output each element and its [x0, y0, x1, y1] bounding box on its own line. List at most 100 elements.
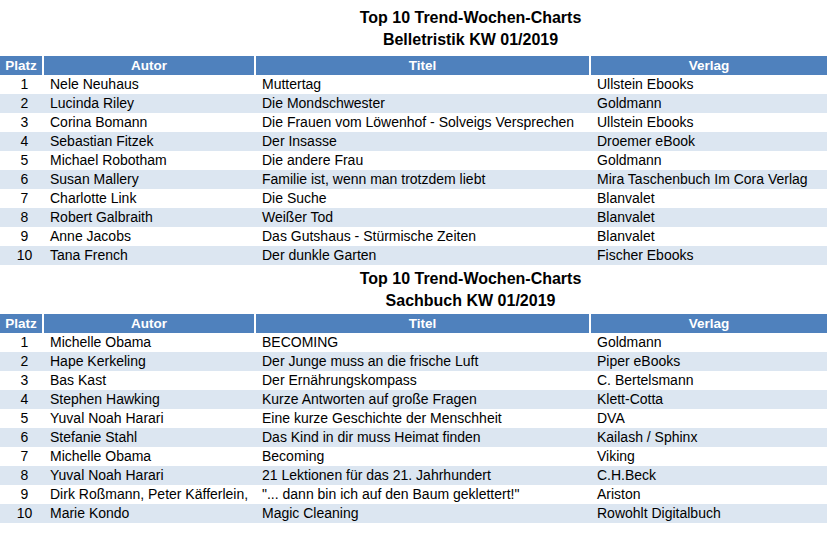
column-header-verlag: Verlag	[590, 314, 827, 333]
autor-cell: Dirk Roßmann, Peter Käfferlein,	[43, 485, 255, 504]
platz-cell: 8	[0, 466, 43, 485]
verlag-cell: Blanvalet	[590, 227, 827, 246]
platz-cell: 1	[0, 333, 43, 352]
titel-cell: Der Insasse	[255, 132, 590, 151]
verlag-cell: Kailash / Sphinx	[590, 428, 827, 447]
table-header-row: Platz Autor Titel Verlag	[0, 314, 827, 333]
titel-cell: Weißer Tod	[255, 208, 590, 227]
titel-cell: Das Kind in dir muss Heimat finden	[255, 428, 590, 447]
table-row: 3Bas KastDer ErnährungskompassC. Bertels…	[0, 371, 827, 390]
platz-cell: 8	[0, 208, 43, 227]
platz-cell: 9	[0, 227, 43, 246]
autor-cell: Susan Mallery	[43, 170, 255, 189]
verlag-cell: Ullstein Ebooks	[590, 113, 827, 132]
titel-cell: Magic Cleaning	[255, 504, 590, 523]
platz-cell: 2	[0, 94, 43, 113]
verlag-cell: Blanvalet	[590, 208, 827, 227]
titel-cell: 21 Lektionen für das 21. Jahrhundert	[255, 466, 590, 485]
column-header-verlag: Verlag	[590, 56, 827, 75]
table-row: 7Michelle ObamaBecomingViking	[0, 447, 827, 466]
sachbuch-table-body: 1Michelle ObamaBECOMINGGoldmann2Hape Ker…	[0, 333, 827, 523]
titel-cell: Kurze Antworten auf große Fragen	[255, 390, 590, 409]
autor-cell: Yuval Noah Harari	[43, 466, 255, 485]
titel-cell: Die Mondschwester	[255, 94, 590, 113]
platz-cell: 7	[0, 447, 43, 466]
autor-cell: Marie Kondo	[43, 504, 255, 523]
titel-cell: Die Frauen vom Löwenhof - Solveigs Versp…	[255, 113, 590, 132]
table-row: 4Sebastian FitzekDer InsasseDroemer eBoo…	[0, 132, 827, 151]
autor-cell: Charlotte Link	[43, 189, 255, 208]
belletristik-table: Platz Autor Titel Verlag 1Nele NeuhausMu…	[0, 56, 827, 265]
verlag-cell: Goldmann	[590, 94, 827, 113]
sachbuch-title-block: Top 10 Trend-Wochen-Charts Sachbuch KW 0…	[0, 265, 827, 314]
autor-cell: Tana French	[43, 246, 255, 265]
autor-cell: Hape Kerkeling	[43, 352, 255, 371]
titel-cell: Becoming	[255, 447, 590, 466]
table-row: 6Susan MalleryFamilie ist, wenn man trot…	[0, 170, 827, 189]
autor-cell: Nele Neuhaus	[43, 75, 255, 94]
titel-cell: "... dann bin ich auf den Baum gekletter…	[255, 485, 590, 504]
titel-cell: Die andere Frau	[255, 151, 590, 170]
verlag-cell: Mira Taschenbuch Im Cora Verlag	[590, 170, 827, 189]
verlag-cell: DVA	[590, 409, 827, 428]
platz-cell: 7	[0, 189, 43, 208]
belletristik-title-block: Top 10 Trend-Wochen-Charts Belletristik …	[0, 0, 827, 56]
autor-cell: Robert Galbraith	[43, 208, 255, 227]
verlag-cell: Ullstein Ebooks	[590, 75, 827, 94]
autor-cell: Lucinda Riley	[43, 94, 255, 113]
table-row: 4Stephen HawkingKurze Antworten auf groß…	[0, 390, 827, 409]
platz-cell: 10	[0, 246, 43, 265]
titel-cell: Muttertag	[255, 75, 590, 94]
table-row: 7Charlotte LinkDie SucheBlanvalet	[0, 189, 827, 208]
platz-cell: 5	[0, 151, 43, 170]
table-row: 2Hape KerkelingDer Junge muss an die fri…	[0, 352, 827, 371]
table-header-row: Platz Autor Titel Verlag	[0, 56, 827, 75]
platz-cell: 3	[0, 371, 43, 390]
titel-cell: Der Ernährungskompass	[255, 371, 590, 390]
verlag-cell: C. Bertelsmann	[590, 371, 827, 390]
table-row: 5Michael RobothamDie andere FrauGoldmann	[0, 151, 827, 170]
platz-cell: 2	[0, 352, 43, 371]
verlag-cell: Goldmann	[590, 151, 827, 170]
sachbuch-table: Platz Autor Titel Verlag 1Michelle Obama…	[0, 314, 827, 523]
report-subtitle-belletristik: Belletristik KW 01/2019	[114, 29, 827, 51]
report-title: Top 10 Trend-Wochen-Charts	[114, 7, 827, 29]
autor-cell: Michelle Obama	[43, 333, 255, 352]
verlag-cell: C.H.Beck	[590, 466, 827, 485]
autor-cell: Anne Jacobs	[43, 227, 255, 246]
platz-cell: 6	[0, 428, 43, 447]
column-header-platz: Platz	[0, 56, 43, 75]
belletristik-table-body: 1Nele NeuhausMuttertagUllstein Ebooks2Lu…	[0, 75, 827, 265]
column-header-titel: Titel	[255, 56, 590, 75]
titel-cell: Familie ist, wenn man trotzdem liebt	[255, 170, 590, 189]
platz-cell: 3	[0, 113, 43, 132]
autor-cell: Corina Bomann	[43, 113, 255, 132]
report-title-2: Top 10 Trend-Wochen-Charts	[114, 268, 827, 290]
platz-cell: 5	[0, 409, 43, 428]
table-row: 9Anne JacobsDas Gutshaus - Stürmische Ze…	[0, 227, 827, 246]
report-subtitle-sachbuch: Sachbuch KW 01/2019	[114, 290, 827, 312]
platz-cell: 1	[0, 75, 43, 94]
table-row: 1Nele NeuhausMuttertagUllstein Ebooks	[0, 75, 827, 94]
titel-cell: Der Junge muss an die frische Luft	[255, 352, 590, 371]
column-header-titel: Titel	[255, 314, 590, 333]
verlag-cell: Goldmann	[590, 333, 827, 352]
trend-charts-report: Top 10 Trend-Wochen-Charts Belletristik …	[0, 0, 827, 546]
platz-cell: 6	[0, 170, 43, 189]
table-row: 8Robert GalbraithWeißer TodBlanvalet	[0, 208, 827, 227]
verlag-cell: Fischer Ebooks	[590, 246, 827, 265]
column-header-autor: Autor	[43, 314, 255, 333]
table-row: 5Yuval Noah HarariEine kurze Geschichte …	[0, 409, 827, 428]
titel-cell: Das Gutshaus - Stürmische Zeiten	[255, 227, 590, 246]
autor-cell: Michelle Obama	[43, 447, 255, 466]
titel-cell: BECOMING	[255, 333, 590, 352]
autor-cell: Sebastian Fitzek	[43, 132, 255, 151]
autor-cell: Yuval Noah Harari	[43, 409, 255, 428]
column-header-autor: Autor	[43, 56, 255, 75]
platz-cell: 9	[0, 485, 43, 504]
verlag-cell: Blanvalet	[590, 189, 827, 208]
platz-cell: 4	[0, 390, 43, 409]
table-row: 8Yuval Noah Harari21 Lektionen für das 2…	[0, 466, 827, 485]
table-row: 2Lucinda RileyDie MondschwesterGoldmann	[0, 94, 827, 113]
verlag-cell: Klett-Cotta	[590, 390, 827, 409]
